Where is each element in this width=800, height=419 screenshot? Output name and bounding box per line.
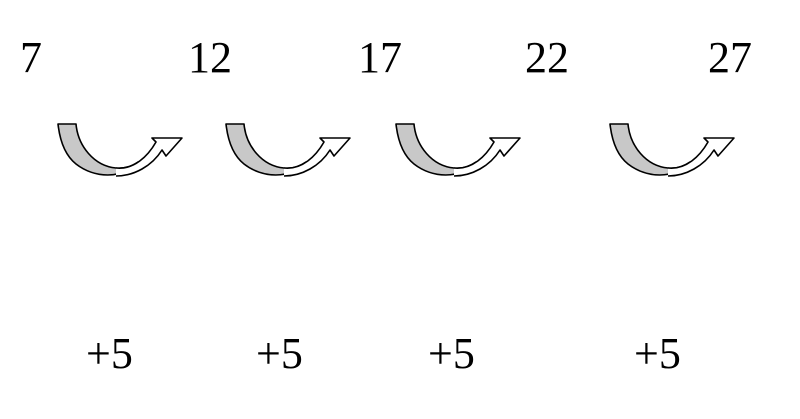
sequence-term: 7 xyxy=(20,33,42,82)
step-label: +5 xyxy=(86,329,133,378)
sequence-term: 22 xyxy=(525,33,569,82)
sequence-term: 12 xyxy=(188,33,232,82)
step-label: +5 xyxy=(256,329,303,378)
sequence-term: 17 xyxy=(358,33,402,82)
curved-up-arrow-icon xyxy=(609,123,735,177)
sequence-term: 27 xyxy=(708,33,752,82)
curved-up-arrow-icon xyxy=(225,123,351,177)
step-label: +5 xyxy=(428,329,475,378)
curved-up-arrow-icon xyxy=(395,123,521,177)
curved-up-arrow-icon xyxy=(57,123,183,177)
step-label: +5 xyxy=(634,329,681,378)
